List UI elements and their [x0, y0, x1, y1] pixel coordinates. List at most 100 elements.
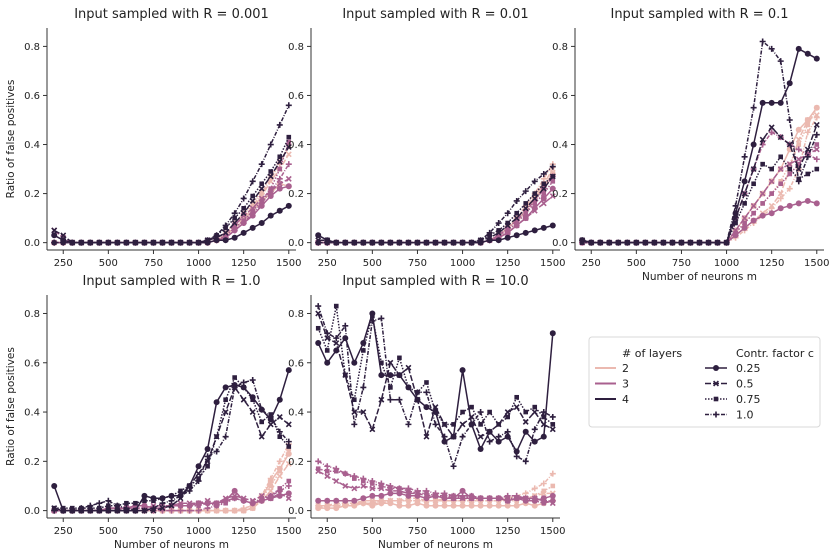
- data-point: [276, 185, 283, 192]
- data-point: [60, 239, 67, 246]
- data-point: [751, 181, 756, 187]
- data-point: [432, 239, 439, 246]
- data-point: [450, 463, 457, 470]
- data-point: [132, 239, 139, 246]
- y-tick-label: 0.4: [288, 140, 304, 151]
- x-tick-label: 750: [672, 258, 691, 269]
- data-point: [351, 359, 358, 366]
- x-tick-label: 1250: [231, 526, 256, 537]
- data-point: [168, 497, 175, 504]
- data-point: [405, 239, 412, 246]
- data-point: [669, 239, 676, 246]
- data-point: [222, 507, 229, 514]
- data-point: [423, 502, 430, 509]
- data-point: [487, 409, 492, 415]
- data-point: [741, 224, 748, 231]
- data-point: [388, 385, 393, 390]
- series-layers-2-c-0.5: [579, 112, 820, 246]
- data-point: [759, 136, 766, 143]
- data-point: [477, 495, 484, 502]
- data-point: [396, 502, 403, 509]
- data-point: [60, 232, 67, 239]
- data-point: [159, 500, 166, 507]
- data-point: [786, 202, 793, 209]
- data-point: [360, 475, 367, 482]
- x-tick-label: 1500: [540, 526, 565, 537]
- data-point: [141, 492, 148, 499]
- data-point: [495, 495, 502, 502]
- y-tick-label: 0.8: [288, 309, 304, 320]
- data-point: [285, 460, 292, 467]
- data-point: [805, 171, 811, 177]
- data-point: [204, 237, 211, 244]
- data-point: [778, 179, 783, 184]
- data-point: [324, 473, 331, 480]
- data-point: [450, 492, 457, 499]
- data-point: [504, 210, 511, 217]
- data-point: [141, 239, 148, 246]
- data-point: [486, 495, 493, 502]
- data-point: [276, 175, 283, 182]
- data-point: [240, 210, 247, 217]
- data-point: [324, 239, 331, 246]
- data-point: [495, 237, 502, 244]
- data-point: [276, 487, 283, 494]
- series-layers-4-c-1.0: [51, 102, 292, 246]
- series-line: [318, 175, 554, 244]
- legend-factor-label: 1.0: [736, 409, 754, 422]
- data-point: [513, 215, 520, 222]
- data-point: [478, 422, 483, 427]
- data-point: [105, 507, 112, 514]
- data-point: [496, 422, 501, 427]
- data-point: [742, 220, 747, 226]
- data-point: [459, 487, 466, 494]
- x-tick-label: 500: [99, 526, 118, 537]
- data-point: [285, 202, 292, 209]
- data-point: [540, 433, 547, 440]
- data-point: [249, 210, 256, 217]
- data-point: [513, 502, 520, 509]
- data-point: [351, 473, 358, 480]
- data-point: [204, 505, 211, 512]
- data-point: [267, 188, 274, 195]
- data-point: [549, 426, 556, 433]
- data-point: [522, 418, 529, 425]
- series-line: [582, 107, 818, 244]
- x-tick-label: 750: [144, 258, 163, 269]
- data-point: [750, 166, 757, 173]
- data-point: [51, 482, 58, 489]
- data-point: [97, 505, 102, 511]
- data-point: [258, 220, 265, 227]
- data-point: [504, 234, 511, 241]
- data-point: [606, 239, 613, 246]
- data-point: [540, 224, 547, 231]
- series-layers-2-c-0.5: [51, 151, 292, 246]
- data-point: [324, 468, 330, 474]
- data-point: [432, 404, 439, 411]
- data-point: [486, 438, 493, 445]
- data-point: [315, 340, 322, 347]
- data-point: [732, 215, 739, 222]
- data-point: [114, 239, 121, 246]
- data-point: [513, 232, 520, 239]
- data-point: [741, 153, 748, 160]
- data-point: [151, 498, 156, 504]
- panel-3: Input sampled with R = 0.1 0.0 0.2 0.4 0.6 0.…: [552, 7, 829, 283]
- y-tick-label: 0.0: [552, 238, 568, 249]
- x-tick-label: 1000: [450, 258, 475, 269]
- series-line: [318, 168, 554, 244]
- data-point: [78, 239, 85, 246]
- x-tick-label: 250: [318, 258, 337, 269]
- data-point: [787, 171, 793, 177]
- data-point: [541, 191, 547, 196]
- data-point: [360, 384, 367, 391]
- data-point: [123, 505, 130, 512]
- data-point: [550, 483, 556, 489]
- x-tick-label: 250: [582, 258, 601, 269]
- data-point: [286, 478, 292, 484]
- data-point: [786, 141, 793, 148]
- legend-layer-label: 4: [622, 393, 629, 406]
- data-point: [169, 493, 174, 499]
- data-point: [186, 487, 193, 494]
- panel-1: Input sampled with R = 0.001 0.0 0.2 0.4 0.6…: [5, 7, 302, 269]
